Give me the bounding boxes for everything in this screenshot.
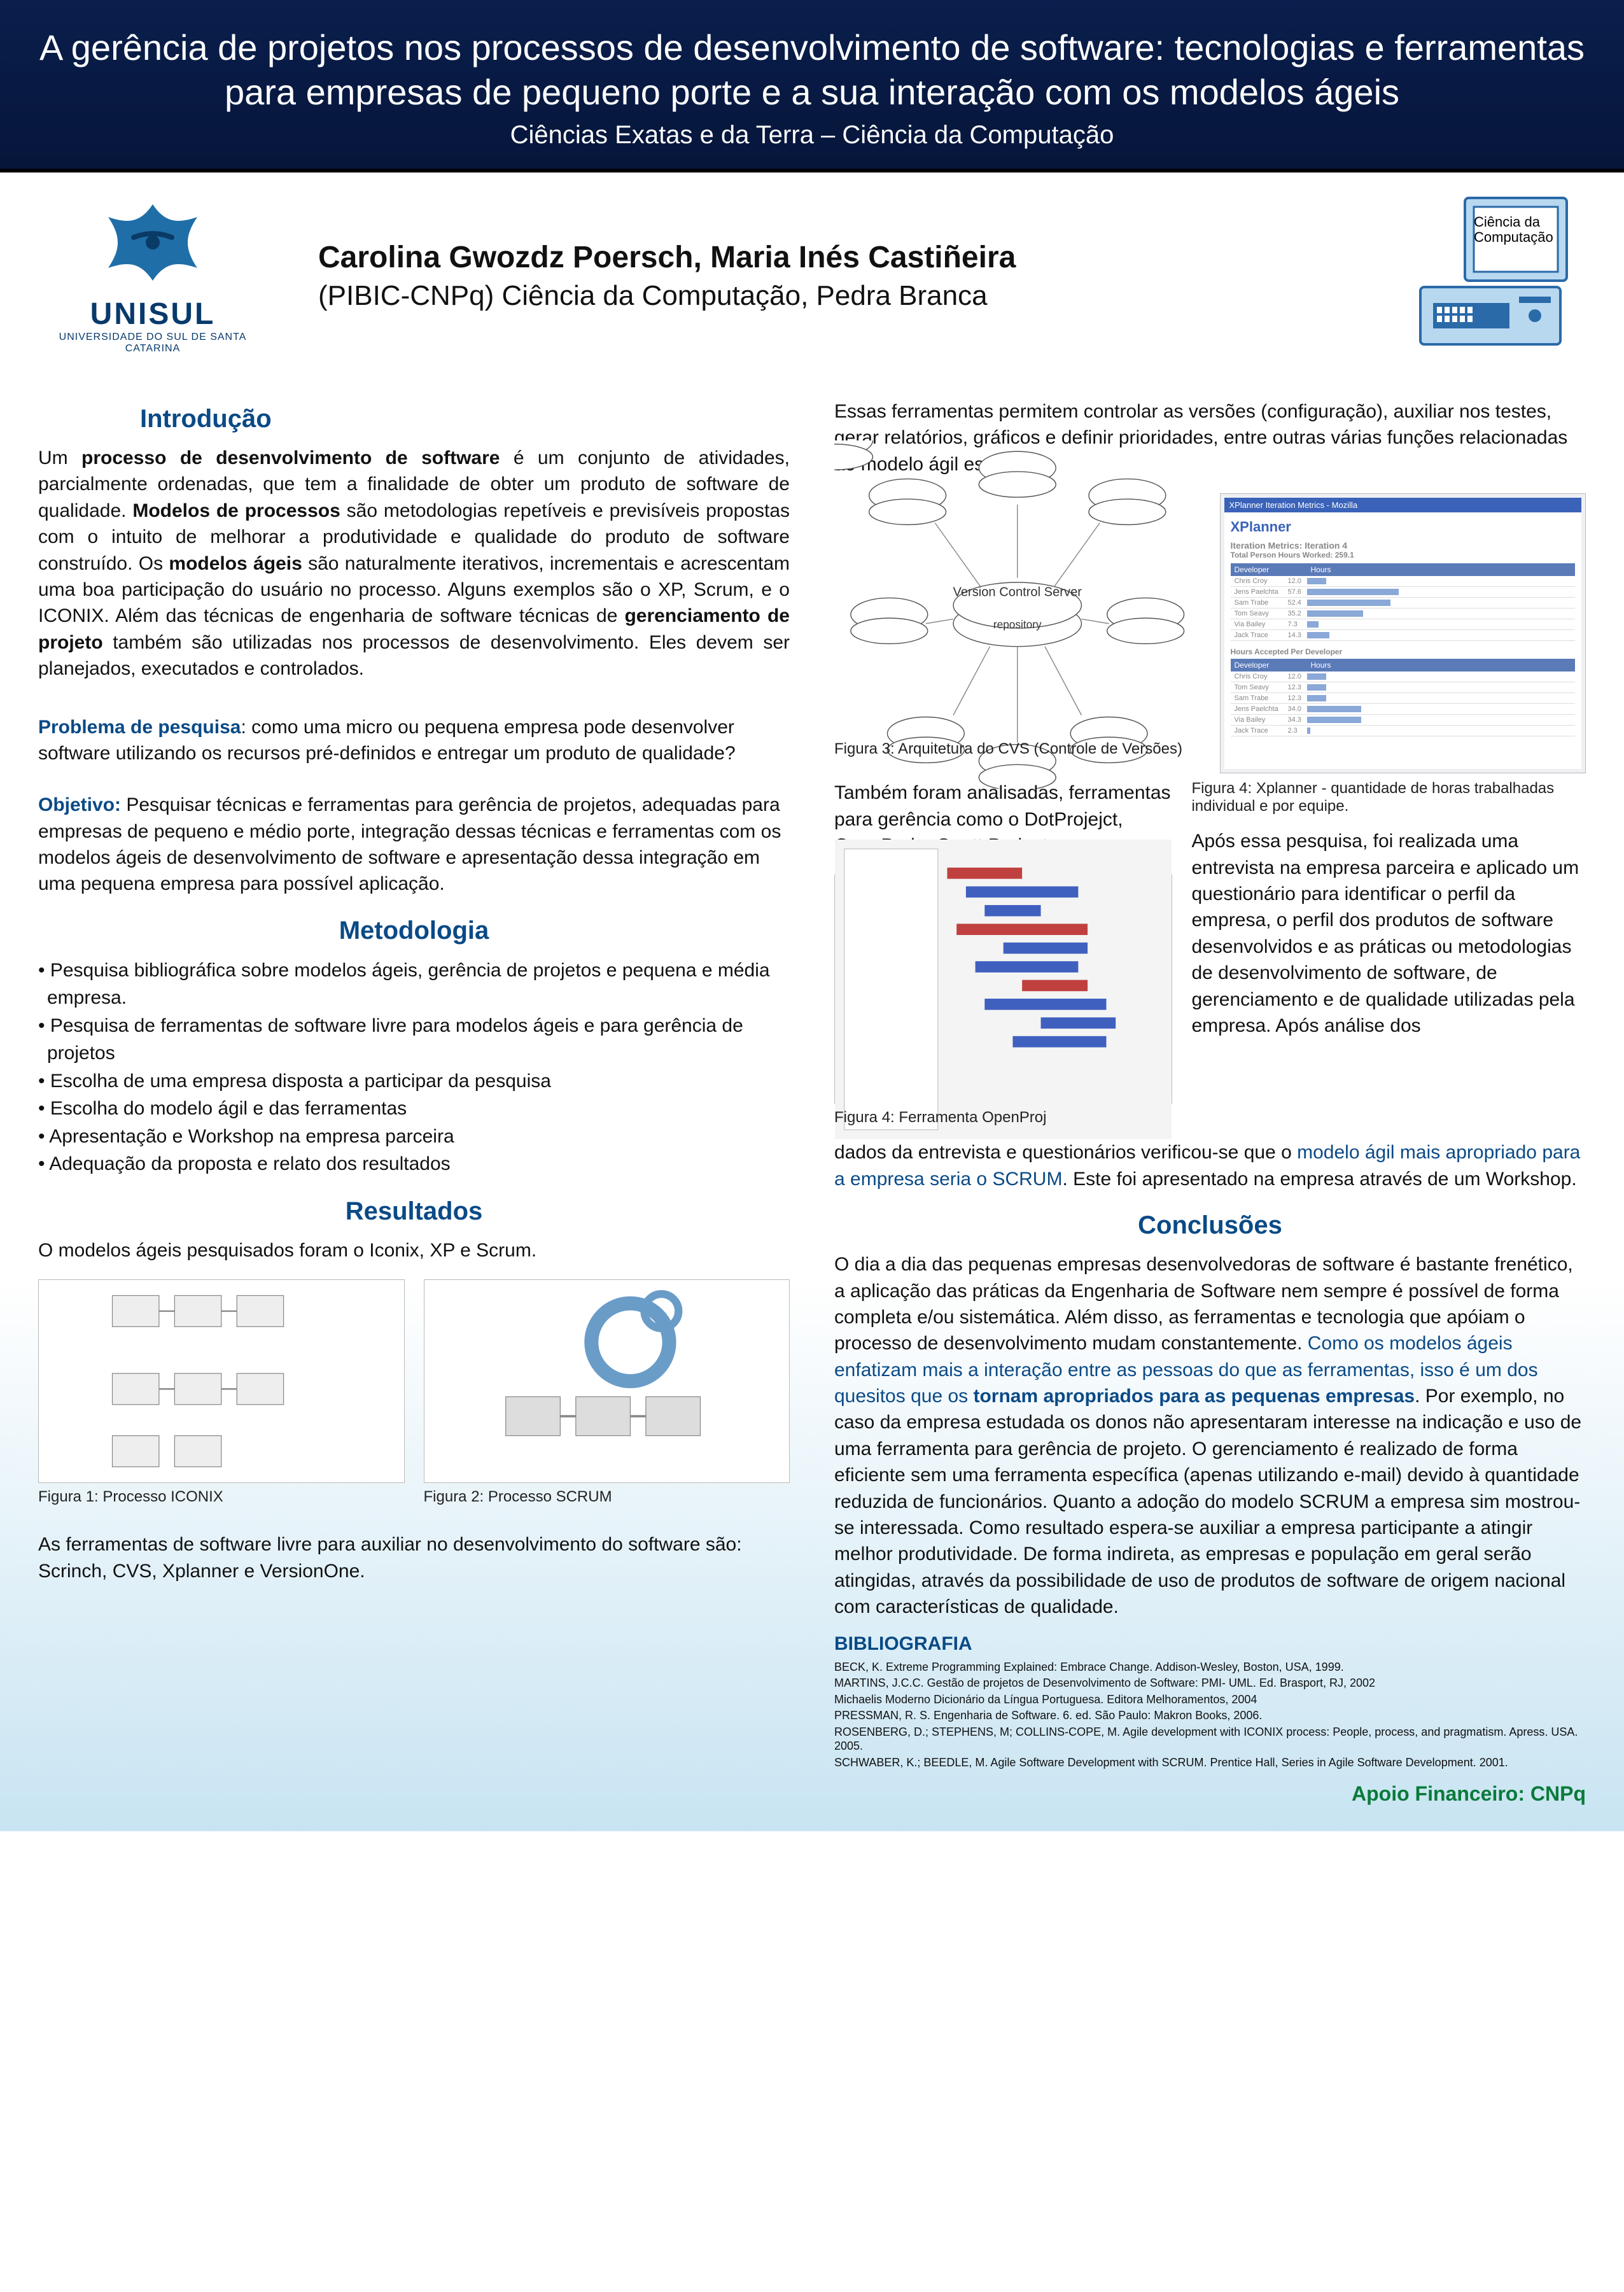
iconix-diagram-icon	[39, 1280, 404, 1482]
university-logo: UNISUL UNIVERSIDADE DO SUL DE SANTA CATA…	[38, 198, 267, 355]
computer-icon-label: Ciência da Computação	[1474, 214, 1544, 245]
bib-item: BECK, K. Extreme Programming Explained: …	[834, 1660, 1586, 1675]
list-item: Pesquisa bibliográfica sobre modelos áge…	[47, 957, 790, 1012]
figure-1-caption: Figura 1: Processo ICONIX	[38, 1488, 405, 1506]
scrum-diagram-icon	[424, 1280, 790, 1482]
figure-openproj: Figura 4: Ferramenta OpenProj	[834, 875, 1172, 1127]
table-row: Via Bailey34.3	[1231, 715, 1576, 726]
table-row: Sam Trabe52.4	[1231, 598, 1576, 608]
computer-icon-block: Ciência da Computação	[1395, 192, 1586, 360]
list-item: Adequação da proposta e relato dos resul…	[47, 1150, 790, 1178]
table-row: Jens Paelchta57.6	[1231, 587, 1576, 598]
problema-text: Problema de pesquisa: como uma micro ou …	[38, 714, 790, 767]
bib-item: SCHWABER, K.; BEEDLE, M. Agile Software …	[834, 1755, 1586, 1770]
list-item: Escolha de uma empresa disposta a partic…	[47, 1067, 790, 1095]
figure-2-caption: Figura 2: Processo SCRUM	[424, 1488, 790, 1506]
gantt-chart-icon	[835, 840, 1172, 1139]
poster-title: A gerência de projetos nos processos de …	[38, 25, 1586, 115]
metodologia-list: Pesquisa bibliográfica sobre modelos áge…	[38, 957, 790, 1178]
poster-subtitle: Ciências Exatas e da Terra – Ciência da …	[38, 121, 1586, 150]
figure-3-caption: Figura 3: Arquitetura do CVS (Controle d…	[834, 740, 1201, 758]
list-item: Apresentação e Workshop na empresa parce…	[47, 1123, 790, 1151]
resultados-heading: Resultados	[38, 1197, 790, 1226]
svg-text:repository: repository	[993, 618, 1042, 631]
author-text-block: Carolina Gwozdz Poersch, Maria Inés Cast…	[293, 240, 1369, 312]
unisul-mark-icon	[89, 198, 216, 287]
unisul-fullname: UNIVERSIDADE DO SUL DE SANTA CATARINA	[38, 332, 267, 355]
resultados-p2: As ferramentas de software livre para au…	[38, 1531, 790, 1584]
poster-header: A gerência de projetos nos processos de …	[0, 0, 1624, 172]
figures-3-4-row: Version Control Server repository	[834, 493, 1586, 773]
table-row: Tom Seavy12.3	[1231, 682, 1576, 693]
bibliografia-block: BIBLIOGRAFIA BECK, K. Extreme Programmin…	[834, 1633, 1586, 1770]
figure-2: Figura 2: Processo SCRUM	[424, 1279, 790, 1506]
figure-4-caption: Figura 4: Xplanner - quantidade de horas…	[1191, 780, 1586, 815]
table-row: Jack Trace2.3	[1231, 726, 1576, 736]
metodologia-heading: Metodologia	[38, 917, 790, 945]
bib-item: ROSENBERG, D.; STEPHENS, M; COLLINS-COPE…	[834, 1725, 1586, 1754]
right-p3b: dados da entrevista e questionários veri…	[834, 1139, 1586, 1192]
figure-1: Figura 1: Processo ICONIX	[38, 1279, 405, 1506]
figures-1-2-row: Figura 1: Processo ICONIX Figura 2: Proc…	[38, 1279, 790, 1506]
bib-item: Michaelis Moderno Dicionário da Língua P…	[834, 1692, 1586, 1707]
table-row: Tom Seavy35.2	[1231, 608, 1576, 619]
resultados-intro: O modelos ágeis pesquisados foram o Icon…	[38, 1237, 790, 1263]
table-row: Jack Trace14.3	[1231, 630, 1576, 641]
right-p3a: Após essa pesquisa, foi realizada uma en…	[1191, 828, 1586, 1039]
conclusoes-text: O dia a dia das pequenas empresas desenv…	[834, 1251, 1586, 1620]
figure-3: Version Control Server repository	[834, 493, 1201, 758]
table-row: Sam Trabe12.3	[1231, 693, 1576, 704]
content-columns: Introdução Um processo de desenvolviment…	[0, 386, 1624, 1806]
svg-text:Version Control Server: Version Control Server	[953, 585, 1082, 599]
bib-item: PRESSMAN, R. S. Engenharia de Software. …	[834, 1708, 1586, 1723]
figure-4-xplanner: XPlanner Iteration Metrics - Mozilla XPl…	[1220, 493, 1586, 773]
introducao-text: Um processo de desenvolvimento de softwa…	[38, 445, 790, 682]
unisul-name: UNISUL	[38, 297, 267, 332]
table-row: Jens Paelchta34.0	[1231, 704, 1576, 715]
authors-names: Carolina Gwozdz Poersch, Maria Inés Cast…	[318, 240, 1369, 275]
bibliografia-heading: BIBLIOGRAFIA	[834, 1633, 1586, 1655]
cvs-diagram-icon: Version Control Server repository	[834, 440, 1201, 789]
list-item: Escolha do modelo ágil e das ferramentas	[47, 1095, 790, 1123]
bib-item: MARTINS, J.C.C. Gestão de projetos de De…	[834, 1676, 1586, 1691]
table-row: Chris Croy12.0	[1231, 576, 1576, 587]
list-item: Pesquisa de ferramentas de software livr…	[47, 1012, 790, 1067]
authors-affiliation: (PIBIC-CNPq) Ciência da Computação, Pedr…	[318, 280, 1369, 312]
apoio-financeiro: Apoio Financeiro: CNPq	[834, 1782, 1586, 1806]
table-row: Chris Croy12.0	[1231, 671, 1576, 682]
objetivo-text: Objetivo: Pesquisar técnicas e ferrament…	[38, 792, 790, 897]
authors-row: UNISUL UNIVERSIDADE DO SUL DE SANTA CATA…	[0, 172, 1624, 386]
openproj-row: Também foram analisadas, ferramentas par…	[834, 780, 1586, 1133]
conclusoes-heading: Conclusões	[834, 1211, 1586, 1240]
introducao-heading: Introdução	[38, 405, 790, 433]
left-column: Introdução Um processo de desenvolviment…	[38, 386, 790, 1806]
table-row: Via Bailey7.3	[1231, 619, 1576, 630]
right-column: Essas ferramentas permitem controlar as …	[834, 386, 1586, 1806]
